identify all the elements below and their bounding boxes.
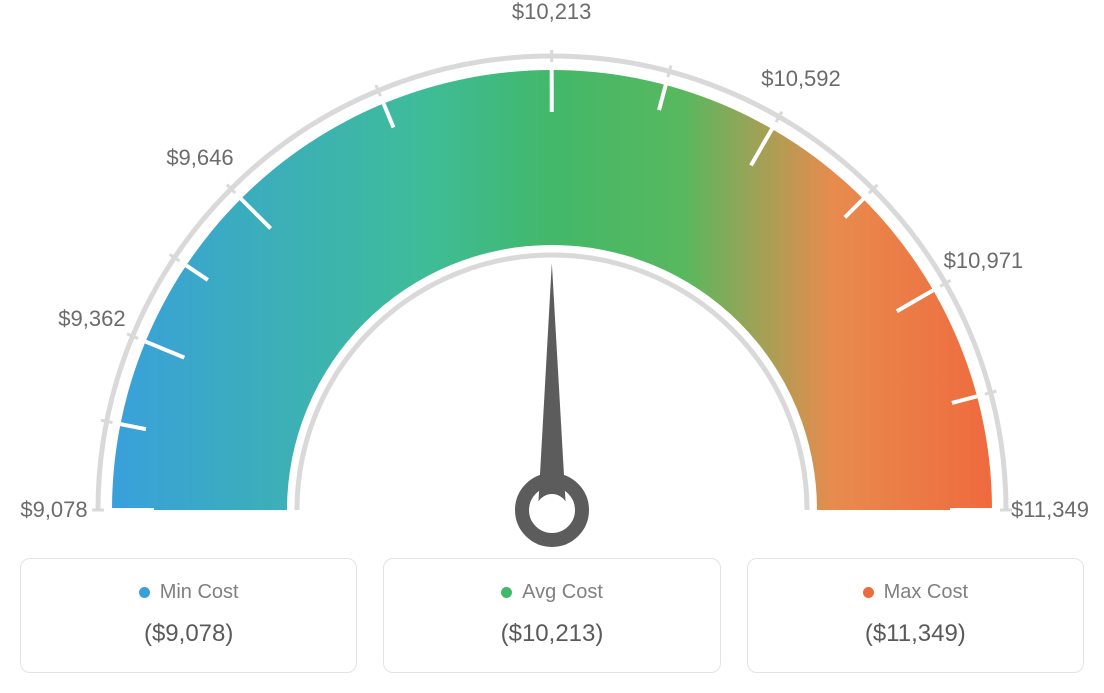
avg-cost-title: Avg Cost (501, 581, 603, 604)
avg-cost-label: Avg Cost (522, 581, 603, 604)
gauge-chart: $9,078$9,362$9,646$10,213$10,592$10,971$… (20, 20, 1084, 550)
legend-row: Min Cost ($9,078) Avg Cost ($10,213) Max… (20, 558, 1084, 673)
min-cost-title: Min Cost (139, 581, 239, 604)
min-cost-card: Min Cost ($9,078) (20, 558, 357, 673)
max-cost-value: ($11,349) (758, 620, 1073, 648)
gauge-tick-label: $9,078 (20, 497, 87, 523)
avg-cost-value: ($10,213) (394, 620, 709, 648)
gauge-tick-label: $9,646 (166, 145, 233, 171)
gauge-tick-label: $10,592 (761, 66, 841, 92)
max-cost-label: Max Cost (884, 581, 968, 604)
avg-dot-icon (501, 587, 512, 598)
gauge-tick-label: $10,971 (944, 248, 1024, 274)
max-cost-card: Max Cost ($11,349) (747, 558, 1084, 673)
avg-cost-card: Avg Cost ($10,213) (383, 558, 720, 673)
gauge-tick-label: $10,213 (512, 0, 592, 25)
gauge-tick-label: $9,362 (58, 306, 125, 332)
gauge-tick-label: $11,349 (1011, 497, 1089, 523)
min-cost-value: ($9,078) (31, 620, 346, 648)
min-cost-label: Min Cost (160, 581, 239, 604)
max-dot-icon (863, 587, 874, 598)
min-dot-icon (139, 587, 150, 598)
gauge-svg (20, 20, 1084, 550)
max-cost-title: Max Cost (863, 581, 968, 604)
